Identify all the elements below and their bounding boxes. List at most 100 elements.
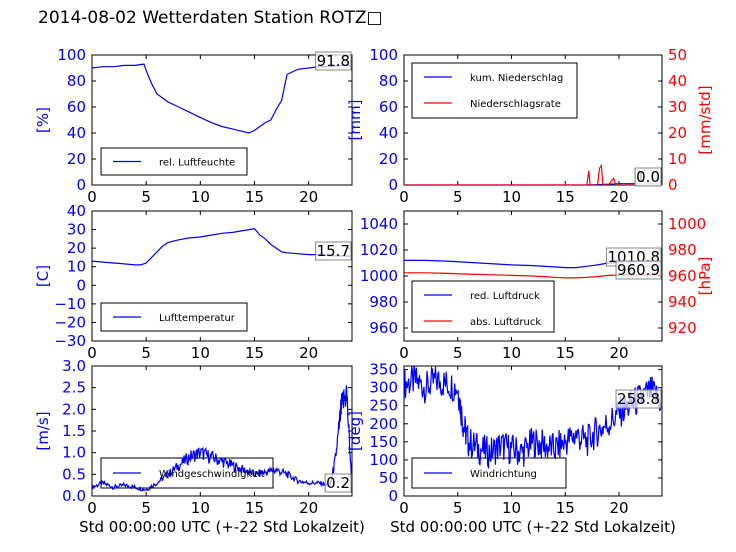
x-axis-label: Std 00:00:00 UTC (+-22 Std Lokalzeit) — [390, 518, 676, 536]
legend-label: Windrichtung — [470, 469, 537, 480]
x-tick-label: 10 — [502, 188, 521, 206]
annotation-value: 91.8 — [317, 52, 350, 70]
annotation-value: 0.2 — [326, 474, 350, 492]
y-tick-label: 980 — [369, 293, 398, 311]
y-axis-label: [m/s] — [34, 411, 52, 450]
x-tick-label: 15 — [245, 188, 264, 206]
x-tick-label: 20 — [299, 344, 318, 362]
x-tick-label: 5 — [141, 344, 151, 362]
legend-label: abs. Luftdruck — [470, 317, 541, 328]
y2-tick-label: 40 — [668, 72, 687, 90]
x-tick-label: 0 — [399, 499, 409, 517]
y-tick-label: 80 — [67, 72, 86, 90]
y2-tick-label: 960 — [668, 267, 697, 285]
x-tick-label: 10 — [191, 499, 210, 517]
x-tick-label: 20 — [299, 188, 318, 206]
chart-panel-temperature: 0 5 10 15 20−30−20−10010203040[C]Lufttempera… — [34, 202, 353, 362]
y-tick-label: 200 — [369, 415, 398, 433]
x-tick-label: 0 — [399, 188, 409, 206]
x-tick-label: 5 — [453, 499, 463, 517]
legend-label: Lufttemperatur — [159, 313, 236, 324]
chart-panel-humidity: 0 5 10 15 20 0 20 40 60 80 100 [%] rel. Luftfeuchte 9… — [34, 46, 353, 206]
y-tick-label: 30 — [67, 221, 86, 239]
y-axis-label: [C] — [34, 265, 52, 287]
x-tick-label: 10 — [502, 499, 521, 517]
annotation-value: 15.7 — [317, 242, 350, 260]
y-tick-label: 960 — [369, 319, 398, 337]
y2-tick-label: 1000 — [668, 215, 706, 233]
y2-tick-label: 0 — [668, 176, 678, 194]
x-tick-label: 15 — [556, 188, 575, 206]
annotation-box — [315, 51, 352, 71]
y-tick-label: 60 — [379, 98, 398, 116]
x-tick-label: 20 — [609, 344, 628, 362]
legend-label: rel. Luftfeuchte — [159, 158, 235, 169]
y-tick-label: 0 — [388, 487, 398, 505]
y-tick-label: 0.5 — [62, 465, 86, 483]
y-axis-label: [%] — [34, 107, 52, 133]
x-tick-label: 10 — [191, 344, 210, 362]
y-tick-label: 50 — [379, 469, 398, 487]
y-tick-label: 20 — [67, 239, 86, 257]
x-tick-label: 20 — [609, 499, 628, 517]
legend-label: Windgeschwindigkeit — [159, 469, 265, 480]
annotation-value: 258.8 — [617, 390, 660, 408]
y-tick-label: 20 — [67, 150, 86, 168]
series-line-niederschlagsrate — [404, 163, 662, 185]
y-tick-label: 40 — [67, 202, 86, 220]
y-tick-label: 1020 — [360, 241, 398, 259]
y-tick-label: 350 — [369, 361, 398, 379]
y-tick-label: 2.5 — [62, 379, 86, 397]
annotation-box — [324, 473, 352, 493]
x-tick-label: 5 — [453, 344, 463, 362]
y-tick-label: 0.0 — [62, 487, 86, 505]
x-tick-label: 0 — [87, 499, 97, 517]
y-tick-label: 100 — [369, 46, 398, 64]
y-tick-label: 20 — [379, 150, 398, 168]
legend-label: Niederschlagsrate — [470, 99, 561, 110]
y-tick-label: 3.0 — [62, 357, 86, 375]
x-tick-label: 5 — [453, 188, 463, 206]
chart-panel-pressure: 0 5 10 15 20 960 980 1000 1020 1040 920 940 960 980 10… — [360, 210, 714, 362]
y-axis-label: [deg] — [346, 411, 364, 451]
x-tick-label: 15 — [245, 344, 264, 362]
y-tick-label: 1000 — [360, 267, 398, 285]
x-tick-label: 20 — [609, 188, 628, 206]
x-tick-label: 0 — [87, 344, 97, 362]
series-line-abs-luftdruck — [404, 272, 662, 279]
y2-tick-label: 920 — [668, 319, 697, 337]
y-tick-label: 1040 — [360, 215, 398, 233]
y-tick-label: 10 — [67, 258, 86, 276]
figure-title: 2014-08-02 Wetterdaten Station ROTZ□ — [38, 8, 383, 28]
y-tick-label: 40 — [379, 124, 398, 142]
y2-axis-label: [mm/std] — [696, 85, 714, 154]
x-tick-label: 0 — [399, 344, 409, 362]
annotation-box — [634, 167, 662, 187]
y2-tick-label: 10 — [668, 150, 687, 168]
annotation-value: 960.9 — [617, 261, 660, 279]
y2-axis-label: [hPa] — [696, 257, 714, 296]
y-tick-label: 0 — [76, 176, 86, 194]
chart-panel-precip: 0 5 10 15 20 0 20 40 60 80 100 0 10 20 30 40 50 [mm/std] [… — [346, 46, 714, 206]
x-tick-label: 15 — [245, 499, 264, 517]
y-tick-label: 40 — [67, 124, 86, 142]
y-tick-label: 1.0 — [62, 444, 86, 462]
legend-box — [411, 62, 578, 119]
y-tick-label: 60 — [67, 98, 86, 116]
annotation-value: 0.0 — [636, 168, 660, 186]
y-tick-label: −10 — [54, 295, 86, 313]
y-tick-label: 100 — [369, 451, 398, 469]
y-tick-label: 1.5 — [62, 422, 86, 440]
y-tick-label: 0 — [388, 176, 398, 194]
y-tick-label: 80 — [379, 72, 398, 90]
y2-tick-label: 980 — [668, 241, 697, 259]
y-tick-label: 2.0 — [62, 400, 86, 418]
y2-tick-label: 20 — [668, 124, 687, 142]
annotation-box — [615, 389, 662, 409]
y-tick-label: 0 — [76, 276, 86, 294]
series-line-rel-luftfeuchte — [92, 63, 352, 134]
x-tick-label: 5 — [141, 499, 151, 517]
y2-tick-label: 940 — [668, 293, 697, 311]
